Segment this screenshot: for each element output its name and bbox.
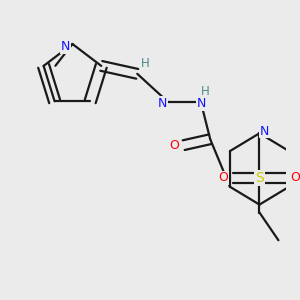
Text: H: H [201,85,210,98]
Text: O: O [290,171,300,184]
Text: S: S [255,171,264,185]
Text: O: O [169,139,179,152]
Text: N: N [260,125,269,138]
Text: N: N [158,97,167,110]
Text: H: H [140,57,149,70]
Text: O: O [218,171,228,184]
Text: N: N [197,97,206,110]
Text: N: N [61,40,70,53]
